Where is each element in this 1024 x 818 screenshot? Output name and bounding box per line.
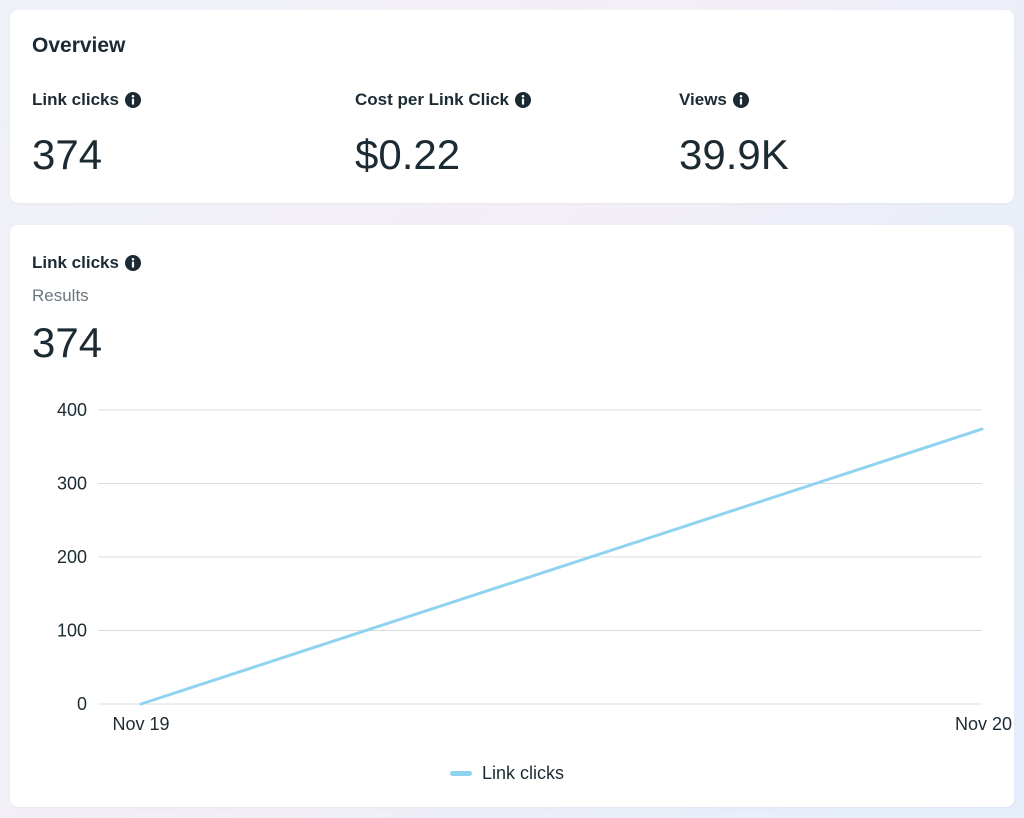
metric-link-clicks: Link clicks 374 (32, 90, 141, 176)
metric-value: 39.9K (679, 131, 789, 178)
x-tick-label: Nov 19 (112, 714, 169, 734)
y-tick-label: 0 (77, 694, 87, 714)
y-tick-label: 400 (57, 400, 87, 420)
y-tick-label: 100 (57, 621, 87, 641)
series-line-link-clicks[interactable] (139, 427, 984, 706)
info-icon[interactable] (732, 92, 749, 108)
metric-cost-per-link-click: Cost per Link Click $0.22 (355, 90, 531, 176)
results-value: 374 (32, 319, 103, 366)
y-tick-label: 200 (57, 547, 87, 567)
metric-label: Link clicks (32, 90, 119, 109)
x-tick-label: Nov 20 (955, 714, 1012, 734)
info-icon[interactable] (514, 92, 531, 108)
results-label: Results (32, 286, 89, 305)
line-chart: 0 100 200 300 400 Nov 19 Nov 20 (57, 400, 1012, 734)
chart-header: Link clicks Results 374 (32, 253, 141, 364)
metric-label: Views (679, 90, 727, 109)
overview-card: Overview Link clicks 374 Cost per Link C… (10, 10, 1014, 203)
chart-legend[interactable]: Link clicks (450, 763, 564, 784)
chart-title: Link clicks (32, 253, 119, 272)
legend-label: Link clicks (482, 763, 565, 783)
metric-views: Views 39.9K (679, 90, 789, 176)
link-clicks-chart-card: Link clicks Results 374 0 100 200 300 400 Nov… (10, 225, 1014, 807)
info-icon[interactable] (124, 92, 141, 108)
legend-swatch (450, 771, 472, 776)
overview-title: Overview (32, 34, 126, 57)
metric-value: $0.22 (355, 131, 461, 178)
info-icon[interactable] (124, 255, 141, 271)
metric-label: Cost per Link Click (355, 90, 509, 109)
metric-value: 374 (32, 131, 103, 178)
y-tick-label: 300 (57, 474, 87, 494)
